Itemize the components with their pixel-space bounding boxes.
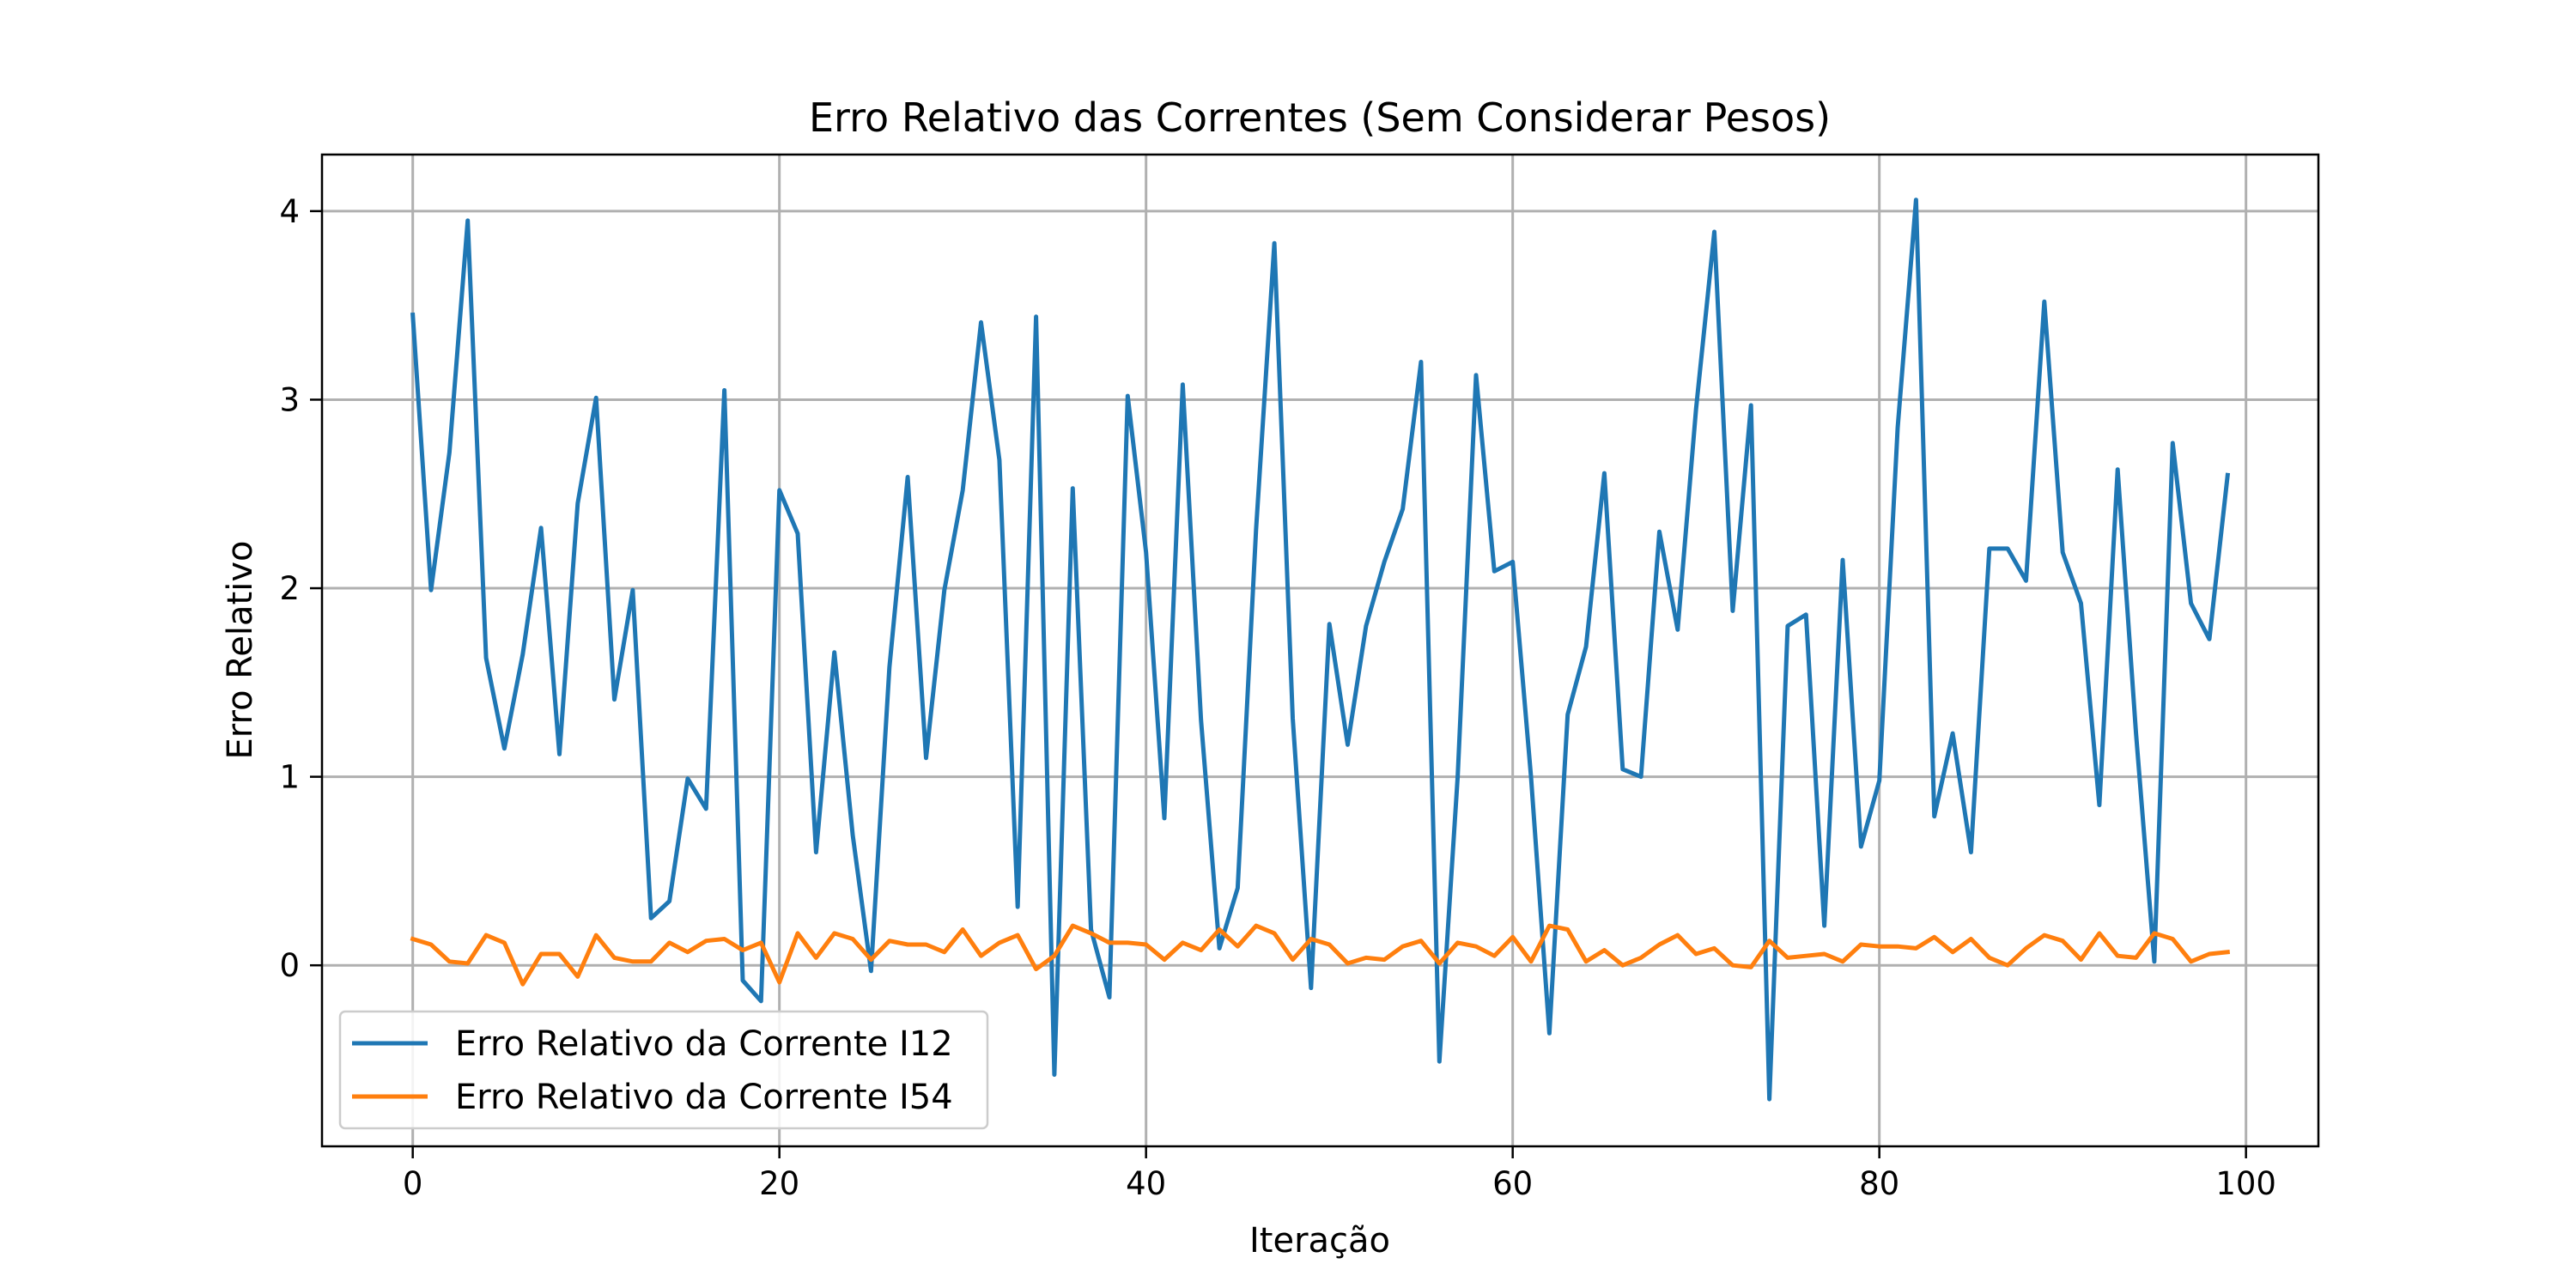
plot-frame — [320, 153, 2320, 1148]
x-axis-label: Iteração — [1249, 1221, 1390, 1261]
series-line-i54 — [410, 923, 2231, 987]
series-group — [410, 197, 2231, 1102]
x-tick-label: 40 — [1126, 1165, 1166, 1202]
y-axis: 0 1 2 3 4 — [279, 193, 322, 984]
y-tick-label: 1 — [279, 759, 300, 796]
legend-label-i12: Erro Relativo da Corrente I12 — [455, 1024, 953, 1064]
y-tick-label: 0 — [279, 947, 300, 984]
y-tick-label: 3 — [279, 381, 300, 418]
y-tick-label: 4 — [279, 193, 300, 230]
legend-label-i54: Erro Relativo da Corrente I54 — [455, 1078, 953, 1117]
x-tick-label: 80 — [1859, 1165, 1899, 1202]
x-tick-label: 20 — [759, 1165, 799, 1202]
series-line-i12 — [410, 197, 2231, 1102]
plot-area — [322, 155, 2318, 1146]
x-tick-label: 60 — [1492, 1165, 1533, 1202]
y-axis-label: Erro Relativo — [221, 541, 260, 760]
x-axis: 0 20 40 60 80 100 — [403, 1146, 2276, 1202]
legend-box — [338, 1010, 989, 1130]
y-tick-label: 2 — [279, 570, 300, 607]
x-tick-label: 0 — [403, 1165, 423, 1202]
legend: Erro Relativo da Corrente I12 Erro Relat… — [338, 1010, 989, 1130]
chart-title: Erro Relativo das Correntes (Sem Conside… — [809, 94, 1831, 141]
x-tick-label: 100 — [2215, 1165, 2276, 1202]
